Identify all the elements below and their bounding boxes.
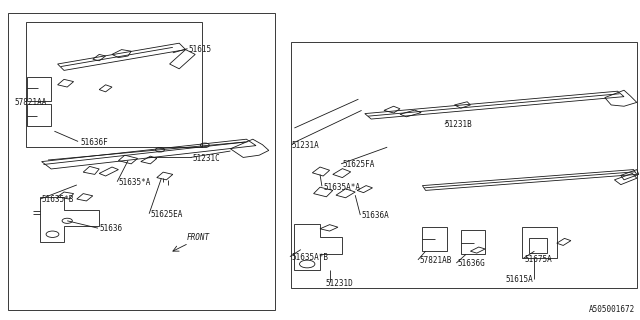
Text: 51636F: 51636F [80, 138, 108, 147]
Bar [461, 230, 485, 254]
Bar [422, 227, 447, 251]
Bar [291, 42, 637, 288]
Bar [522, 227, 557, 258]
Bar [26, 22, 202, 147]
Text: 51635A*B: 51635A*B [291, 253, 328, 262]
Text: 51615: 51615 [189, 45, 212, 54]
Text: 51636G: 51636G [458, 260, 485, 268]
Text: A505001672: A505001672 [589, 305, 635, 314]
Bar [8, 13, 275, 310]
Text: 51231A: 51231A [292, 141, 319, 150]
Text: 51231B: 51231B [445, 120, 472, 129]
Text: 51625FA: 51625FA [342, 160, 375, 169]
Text: 57821AB: 57821AB [419, 256, 452, 265]
Text: 51625EA: 51625EA [150, 210, 183, 219]
Text: 51231D: 51231D [325, 279, 353, 288]
Text: 51635*B: 51635*B [42, 196, 74, 204]
Text: 51231C: 51231C [192, 154, 220, 163]
Text: 51615A: 51615A [506, 276, 533, 284]
Text: 51675A: 51675A [525, 255, 552, 264]
Text: 51636: 51636 [99, 224, 122, 233]
Text: 57821AA: 57821AA [14, 98, 47, 107]
Text: 51635A*A: 51635A*A [323, 183, 360, 192]
Text: 51636A: 51636A [362, 212, 389, 220]
Bar [27, 77, 51, 101]
Text: 51635*A: 51635*A [118, 178, 151, 187]
Bar [27, 104, 51, 126]
Text: FRONT: FRONT [187, 233, 210, 242]
Bar [529, 238, 547, 253]
